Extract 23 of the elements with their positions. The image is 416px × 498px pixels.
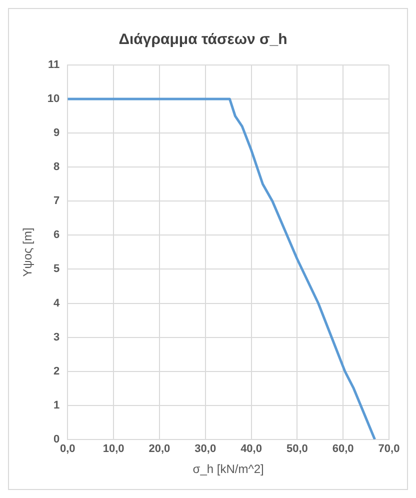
x-tick-label: 10,0 [102, 443, 124, 456]
y-tick-label: 1 [54, 399, 60, 412]
x-tick-label: 50,0 [286, 443, 308, 456]
x-tick-label: 20,0 [148, 443, 170, 456]
y-tick-label: 5 [54, 263, 60, 276]
y-tick-label: 9 [54, 127, 60, 140]
x-axis-title: σ_h [kN/m^2] [192, 462, 264, 476]
x-tick-label: 60,0 [332, 443, 354, 456]
x-tick-label: 30,0 [194, 443, 216, 456]
y-tick-label: 10 [47, 93, 60, 106]
y-tick-label: 6 [54, 229, 60, 242]
y-tick-label: 11 [48, 59, 60, 72]
chart-title: Διάγραμμα τάσεων σ_h [118, 31, 288, 48]
y-tick-label: 0 [54, 433, 60, 446]
y-axis-title: Υψος [m] [20, 228, 35, 277]
y-tick-label: 2 [54, 365, 60, 378]
y-tick-label: 7 [54, 195, 60, 208]
y-tick-label: 3 [54, 331, 60, 344]
x-tick-label: 70,0 [378, 443, 400, 456]
y-tick-label: 8 [54, 161, 60, 174]
x-tick-label: 0,0 [60, 443, 76, 456]
x-tick-label: 40,0 [240, 443, 262, 456]
y-tick-label: 4 [54, 297, 61, 310]
